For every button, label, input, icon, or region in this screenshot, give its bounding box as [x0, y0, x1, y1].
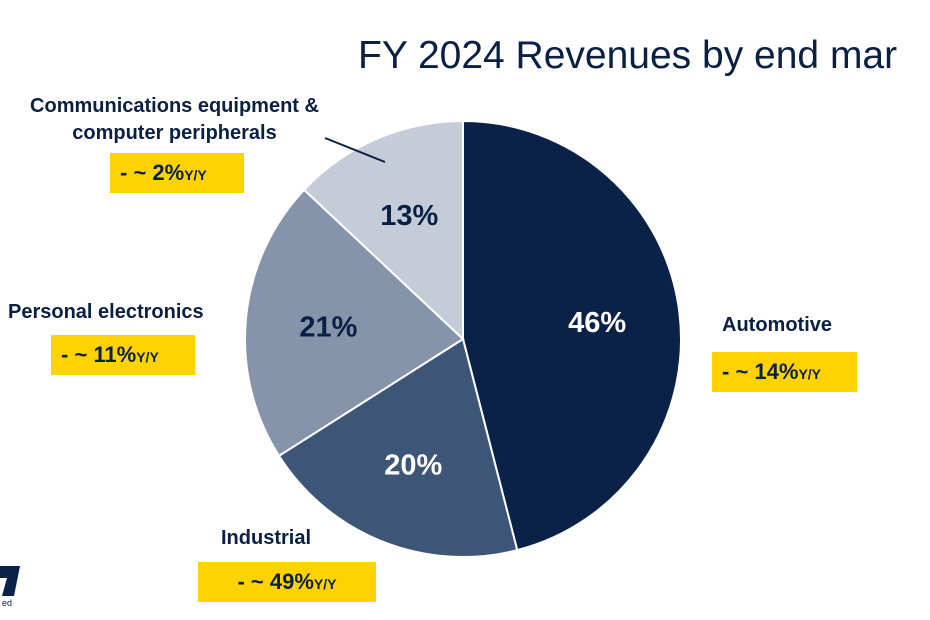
communications-label-line1: Communications equipment &: [30, 95, 319, 117]
communications-percent-label: 13%: [380, 200, 438, 232]
company-logo: ed: [0, 562, 20, 620]
logo-text: ed: [2, 598, 13, 608]
automotive-change-badge: - ~ 14%Y/Y: [712, 352, 857, 392]
chart-title: FY 2024 Revenues by end mar: [358, 34, 898, 77]
personal-electronics-change-badge: - ~ 11%Y/Y: [51, 335, 195, 375]
communications-change-badge: - ~ 2%Y/Y: [110, 153, 244, 193]
automotive-percent-label: 46%: [568, 307, 626, 339]
industrial-label: Industrial: [221, 527, 312, 549]
personal-electronics-percent-label: 21%: [299, 311, 357, 343]
personal-electronics-change: - ~ 11%: [61, 342, 137, 367]
communications-slice: [302, 119, 464, 342]
automotive-change: - ~ 14%: [722, 359, 799, 384]
personal-electronics-change-unit: Y/Y: [136, 349, 159, 365]
communications-change-unit: Y/Y: [184, 167, 207, 183]
communications-label: Communications equipment & computer peri…: [12, 93, 337, 147]
personal-electronics-label: Personal electronics: [8, 301, 204, 323]
communications-change: - ~ 2%: [120, 160, 185, 185]
communications-label-line2: computer peripherals: [72, 122, 277, 144]
automotive-label: Automotive: [722, 314, 832, 336]
industrial-change-unit: Y/Y: [313, 576, 337, 592]
industrial-percent-label: 20%: [384, 450, 442, 482]
industrial-slice: [277, 337, 519, 558]
automotive-change-unit: Y/Y: [798, 366, 822, 382]
industrial-change: - ~ 49%: [237, 569, 314, 594]
automotive-slice: [462, 119, 682, 552]
personal-electronics-slice: [244, 188, 465, 458]
industrial-change-badge: - ~ 49%Y/Y: [198, 562, 376, 602]
comm-leader-line: [324, 137, 386, 163]
